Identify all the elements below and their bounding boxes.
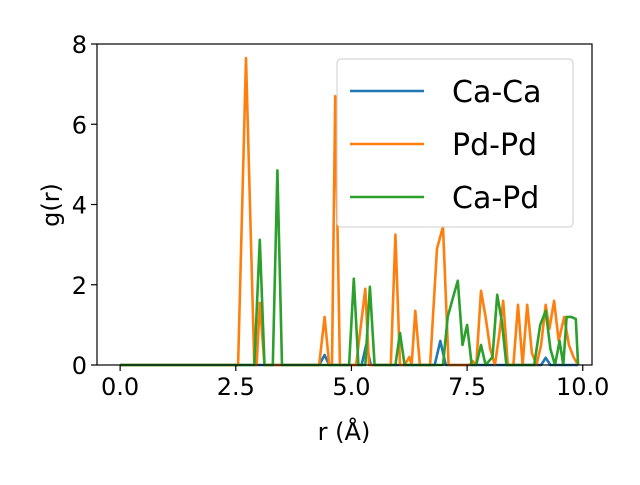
x-tick-label: 2.5 (217, 373, 255, 401)
x-axis-label: r (Å) (318, 417, 371, 446)
x-tick-label: 7.5 (448, 373, 486, 401)
y-tick-label: 6 (72, 111, 87, 139)
legend-label-pd-pd: Pd-Pd (452, 128, 537, 163)
y-axis-label: g(r) (37, 183, 65, 227)
x-tick-label: 5.0 (332, 373, 370, 401)
x-tick-label: 0.0 (101, 373, 139, 401)
legend-label-ca-ca: Ca-Ca (452, 75, 542, 110)
y-tick-label: 2 (72, 272, 87, 300)
legend-label-ca-pd: Ca-Pd (452, 181, 539, 216)
y-tick-label: 4 (72, 192, 87, 220)
legend: Ca-Ca Pd-Pd Ca-Pd (336, 58, 574, 228)
y-tick-label: 0 (72, 352, 87, 380)
legend-box (336, 58, 574, 228)
y-tick-label: 8 (72, 31, 87, 59)
x-tick-label: 10.0 (556, 373, 609, 401)
x-axis-ticks: 0.0 2.5 5.0 7.5 10.0 (101, 365, 609, 401)
y-axis-ticks: 0 2 4 6 8 (72, 31, 97, 380)
